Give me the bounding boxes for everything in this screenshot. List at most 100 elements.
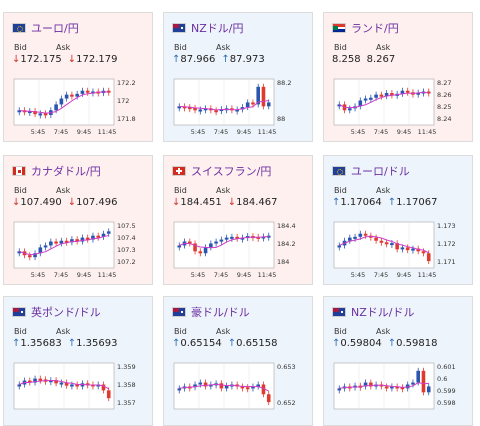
candle — [261, 86, 266, 107]
quote-labels: Bid Ask — [174, 186, 258, 195]
candle — [91, 91, 95, 94]
rate-card[interactable]: ユーロ/ドル Bid Ask ↑1.17064 ↑1.17067 1.173 1.172 1.… — [323, 155, 473, 285]
candle — [363, 98, 368, 101]
candle — [54, 104, 58, 111]
currency-pair-link[interactable]: ユーロ/円 — [31, 22, 79, 35]
moving-average-line — [179, 236, 269, 249]
currency-pair-link[interactable]: ランド/円 — [351, 22, 399, 35]
ask-value: 184.467 — [236, 197, 278, 208]
moving-average-line — [19, 380, 109, 390]
candle — [219, 239, 224, 242]
rate-card[interactable]: ランド/円 Bid Ask 8.258 8.267 8.27 8.26 8.25 8.24 5:4… — [323, 12, 473, 142]
currency-pair-link[interactable]: カナダドル/円 — [31, 165, 101, 178]
candle — [101, 233, 106, 237]
currency-pair-link[interactable]: 豪ドル/ドル — [191, 306, 250, 319]
candle — [363, 233, 368, 236]
candle — [369, 382, 373, 387]
bid-quote: ↑87.966 — [172, 54, 215, 65]
candle — [416, 248, 421, 252]
candle — [106, 231, 111, 234]
rate-card-header[interactable]: ユーロ/ドル — [332, 164, 410, 178]
rate-card[interactable]: NZドル/ドル Bid Ask ↑0.59804 ↑0.59818 0.601 0.6 0.5… — [323, 296, 473, 426]
candle — [353, 236, 357, 239]
candle — [59, 240, 64, 244]
rate-card[interactable]: スイスフラン/円 Bid Ask ↓184.451 ↓184.467 184.4 184.2… — [163, 155, 313, 285]
candle — [240, 386, 245, 389]
bid-quote: 8.258 — [332, 54, 361, 65]
bid-quote: ↑1.35683 — [12, 338, 62, 349]
candle — [416, 92, 421, 95]
bid-value: 0.65154 — [180, 338, 222, 349]
rate-card-header[interactable]: ユーロ/円 — [12, 21, 79, 35]
y-tick-label: 1.357 — [117, 399, 136, 407]
rate-card-header[interactable]: NZドル/ドル — [332, 305, 414, 319]
candle — [17, 384, 22, 387]
moving-average-line — [179, 100, 269, 111]
rate-card-header[interactable]: 英ポンド/ドル — [12, 305, 101, 319]
bid-value: 107.490 — [20, 197, 62, 208]
arrow-down-icon: ↓ — [67, 197, 77, 208]
x-tick-label: 11:45 — [98, 271, 117, 279]
x-tick-label: 11:45 — [98, 128, 117, 136]
moving-average-line — [19, 91, 109, 114]
candle — [64, 240, 69, 243]
rate-card[interactable]: 豪ドル/ドル Bid Ask ↑0.65154 ↑0.65158 0.653 0.652 — [163, 296, 313, 426]
candle — [379, 240, 384, 243]
candle — [38, 378, 43, 381]
ask-label: Ask — [376, 327, 391, 336]
ask-value: 8.267 — [366, 54, 396, 65]
candle — [416, 370, 421, 383]
au-flag-icon — [172, 307, 186, 317]
arrow-up-icon: ↑ — [172, 338, 181, 349]
candle — [337, 104, 342, 107]
candle — [85, 237, 90, 240]
candle — [240, 237, 245, 240]
x-tick-label: 9:45 — [397, 128, 412, 136]
candle — [101, 384, 106, 391]
rate-card[interactable]: カナダドル/円 Bid Ask ↓107.490 ↓107.496 107.5 107.4 1… — [3, 155, 153, 285]
quote-values: 8.258 8.267 — [332, 54, 401, 65]
rate-card-header[interactable]: ランド/円 — [332, 21, 399, 35]
arrow-down-icon: ↓ — [12, 197, 21, 208]
rate-card[interactable]: NZドル/円 Bid Ask ↑87.966 ↑87.973 88.2 88 5:45 7:45… — [163, 12, 313, 142]
quote-labels: Bid Ask — [334, 43, 418, 52]
y-tick-label: 8.26 — [437, 91, 451, 99]
moving-average-line — [179, 383, 269, 392]
quote-values: ↑1.35683 ↑1.35693 — [12, 338, 124, 349]
rate-card[interactable]: 英ポンド/ドル Bid Ask ↑1.35683 ↑1.35693 1.359 1.358 1… — [3, 296, 153, 426]
currency-pair-link[interactable]: ユーロ/ドル — [351, 165, 410, 178]
eu-flag-icon — [12, 23, 26, 33]
candle — [358, 233, 363, 237]
rate-card-header[interactable]: スイスフラン/円 — [172, 164, 271, 178]
candle — [91, 235, 95, 240]
bid-value: 1.17064 — [340, 197, 382, 208]
candle — [358, 100, 363, 107]
bid-value: 8.258 — [332, 54, 361, 65]
candle — [400, 90, 405, 94]
rate-card-header[interactable]: 豪ドル/ドル — [172, 305, 250, 319]
currency-pair-link[interactable]: スイスフラン/円 — [191, 165, 272, 178]
y-tick-label: 88.2 — [277, 79, 291, 87]
quote-labels: Bid Ask — [334, 327, 418, 336]
rate-card-header[interactable]: カナダドル/円 — [12, 164, 101, 178]
moving-average-line — [339, 91, 429, 109]
arrow-up-icon: ↑ — [12, 338, 21, 349]
uk-flag-icon — [12, 307, 26, 317]
candle — [193, 107, 197, 111]
currency-pair-link[interactable]: NZドル/ドル — [351, 306, 415, 319]
bid-value: 184.451 — [180, 197, 222, 208]
price-chart: 184.4 184.2 184 5:45 7:45 9:45 11:45 — [173, 221, 296, 279]
bid-label: Bid — [14, 186, 27, 195]
currency-pair-link[interactable]: 英ポンド/ドル — [31, 306, 101, 319]
candle — [251, 102, 255, 105]
currency-pair-link[interactable]: NZドル/円 — [191, 22, 244, 35]
quote-values: ↑87.966 ↑87.973 — [172, 54, 271, 65]
candle — [33, 253, 37, 258]
rate-card[interactable]: ユーロ/円 Bid Ask ↓172.175 ↓172.179 172.2 172 171.8… — [3, 12, 153, 142]
price-chart: 0.653 0.652 — [173, 362, 296, 410]
candle — [187, 241, 192, 244]
rate-card-header[interactable]: NZドル/円 — [172, 21, 243, 35]
candle — [177, 106, 182, 109]
nz-flag-icon — [172, 23, 186, 33]
arrow-up-icon: ↑ — [387, 338, 397, 349]
